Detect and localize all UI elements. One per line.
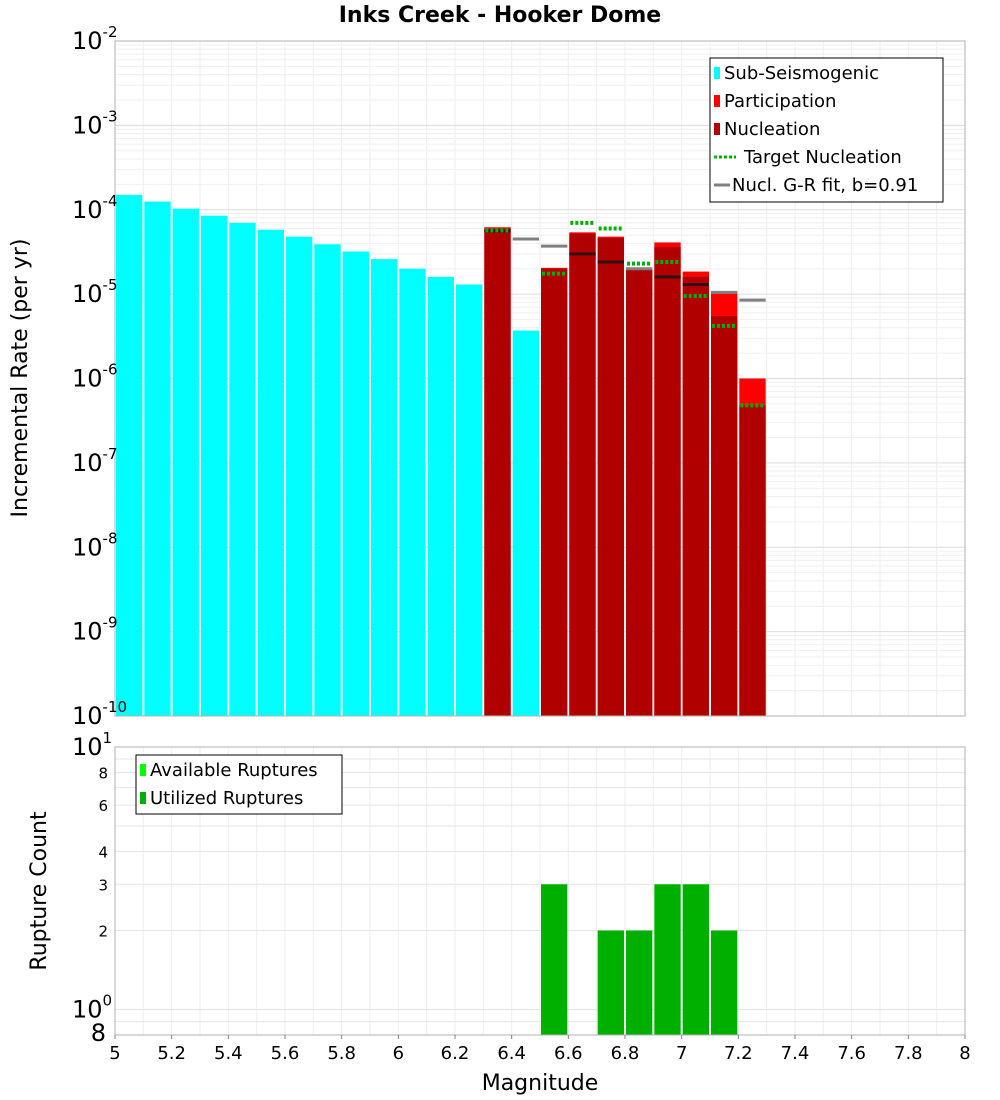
sub-seismogenic-bar (371, 259, 398, 716)
x-tick-label: 7.8 (894, 1043, 923, 1064)
legend-swatch (140, 764, 146, 776)
x-tick-label: 8 (959, 1043, 970, 1064)
x-tick-label: 6.8 (611, 1043, 640, 1064)
x-tick-label: 5.8 (327, 1043, 356, 1064)
legend-label: Available Ruptures (150, 760, 318, 781)
legend-box (709, 57, 944, 203)
legend-label: Nucl. G-R fit, b=0.91 (732, 175, 918, 196)
rate-bars (116, 194, 766, 717)
y-tick-label: 10-7 (72, 445, 118, 477)
x-tick-label: 5 (109, 1043, 120, 1064)
rate-legend: Sub-Seismogenic Participation Nucleation Ta… (709, 57, 944, 203)
x-tick-label: 5.4 (214, 1043, 243, 1064)
nucleation-bar (569, 233, 596, 716)
nucleation-bar (484, 228, 511, 716)
utilized-ruptures-bar (626, 930, 653, 1035)
utilized-ruptures-bar (654, 884, 681, 1035)
legend-swatch (714, 95, 720, 107)
rate-fit-lines (484, 220, 766, 408)
x-tick-label: 5.6 (271, 1043, 300, 1064)
sub-seismogenic-bar (116, 194, 143, 716)
nucleation-bar (626, 269, 653, 716)
sub-seismogenic-bar (286, 236, 313, 716)
sub-seismogenic-bar (201, 215, 228, 717)
rate-plot-frame (114, 40, 966, 717)
x-tick-label: 6.6 (554, 1043, 583, 1064)
y-minor-tick-label: 3 (98, 876, 108, 894)
count-bars (541, 884, 738, 1035)
nucleation-bar (739, 405, 766, 716)
sub-seismogenic-bar (512, 330, 539, 716)
x-tick-label: 7 (676, 1043, 687, 1064)
y-tick-label: 10-2 (72, 23, 118, 55)
y-tick-label: 10-6 (72, 361, 118, 393)
x-tick-label: 7.2 (724, 1043, 753, 1064)
count-legend: Available Ruptures Utilized Ruptures (135, 754, 343, 815)
legend-swatch (714, 67, 720, 79)
x-axis-label: Magnitude (482, 1071, 599, 1096)
x-tick-label: 6 (393, 1043, 404, 1064)
x-tick-label: 6.2 (441, 1043, 470, 1064)
legend-label: Nucleation (724, 119, 820, 140)
sub-seismogenic-bar (314, 244, 341, 717)
legend-label: Target Nucleation (743, 147, 902, 168)
sub-seismogenic-bar (172, 208, 199, 716)
utilized-ruptures-bar (682, 884, 709, 1035)
sub-seismogenic-bar (342, 251, 369, 716)
count-plot-frame (114, 746, 966, 1036)
utilized-ruptures-bar (597, 930, 624, 1035)
nucleation-bar (597, 238, 624, 716)
x-tick-label: 5.2 (157, 1043, 186, 1064)
utilized-ruptures-bar (711, 930, 738, 1035)
nucleation-bar (654, 247, 681, 716)
y-minor-tick-label: 2 (98, 923, 108, 941)
sub-seismogenic-bar (229, 222, 256, 716)
x-tick-label: 6.4 (497, 1043, 526, 1064)
y-tick-label: 10-10 (72, 698, 127, 730)
chart-title: Inks Creek - Hooker Dome (339, 3, 661, 28)
x-tick-label: 7.6 (837, 1043, 866, 1064)
sub-seismogenic-bar (399, 268, 426, 716)
legend-label: Sub-Seismogenic (724, 63, 879, 84)
y-minor-tick-label: 8 (91, 1019, 106, 1047)
legend-swatch (714, 123, 720, 135)
y-minor-tick-label: 4 (98, 843, 108, 861)
sub-seismogenic-bar (427, 276, 454, 716)
legend-label: Utilized Ruptures (150, 788, 303, 809)
y-tick-label: 101 (72, 729, 112, 761)
nucleation-bar (711, 316, 738, 716)
y-minor-tick-label: 8 (98, 764, 108, 782)
x-tick-label: 7.4 (781, 1043, 810, 1064)
sub-seismogenic-bar (257, 229, 284, 717)
rate-y-axis-label: Incremental Rate (per yr) (8, 239, 33, 518)
y-tick-label: 100 (72, 992, 112, 1024)
rate-plot-grid (114, 41, 966, 717)
legend-box (135, 754, 343, 815)
utilized-ruptures-bar (541, 884, 568, 1035)
nucleation-bar (541, 268, 568, 716)
legend-label: Participation (724, 91, 836, 112)
count-y-axis-label: Rupture Count (27, 811, 52, 971)
y-minor-tick-label: 6 (98, 797, 108, 815)
sub-seismogenic-bar (144, 201, 171, 716)
legend-swatch (140, 792, 146, 804)
sub-seismogenic-bar (456, 284, 483, 716)
rate-y-axis-ticks: 10-2 10-3 10-4 10-5 10-6 10-7 10-8 10-9 10-10 (72, 23, 127, 730)
y-tick-label: 10-5 (72, 276, 118, 308)
y-tick-label: 10-3 (72, 107, 118, 139)
y-tick-label: 10-8 (72, 529, 118, 561)
nucleation-bar (682, 276, 709, 716)
y-tick-label: 10-9 (72, 614, 118, 646)
x-axis-ticks: 5 5.2 5.4 5.6 5.8 6 6.2 6.4 6.6 6.8 7 7.2 7.4 7.6 7.8 8 (109, 1035, 971, 1064)
y-tick-label: 10-4 (72, 192, 118, 224)
